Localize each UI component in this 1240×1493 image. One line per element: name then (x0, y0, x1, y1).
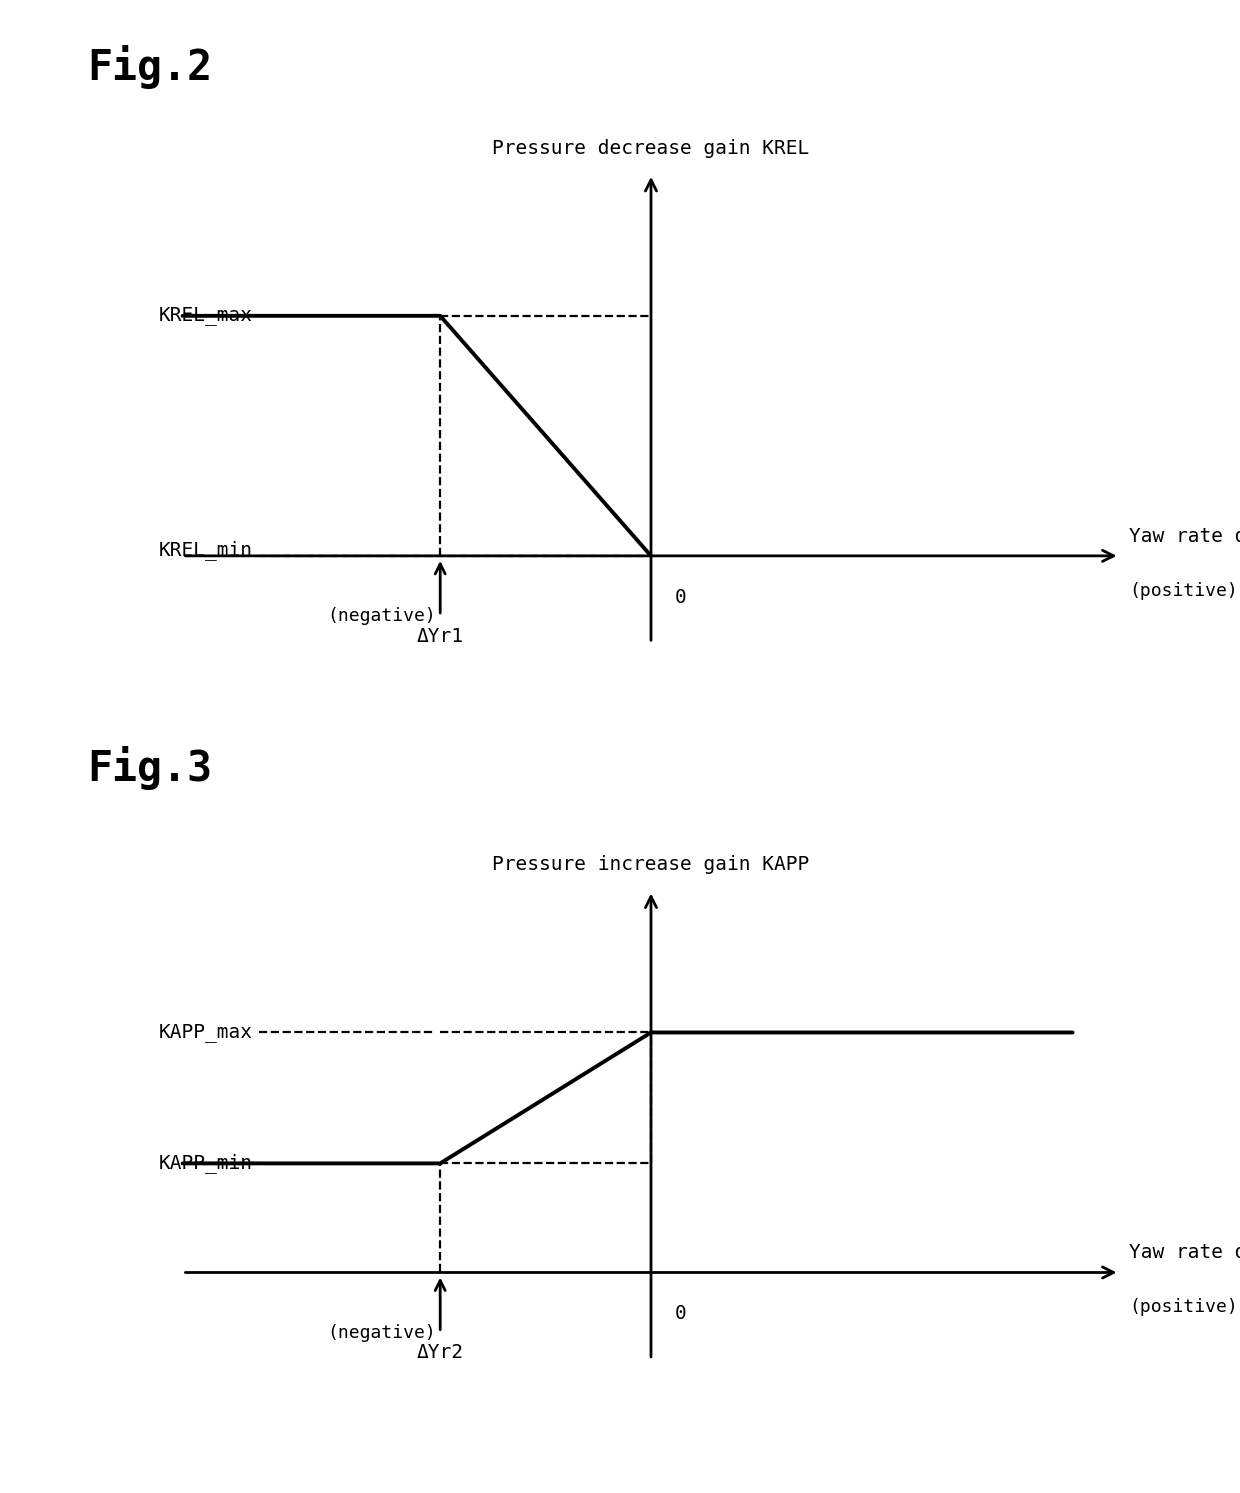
Text: Pressure increase gain KAPP: Pressure increase gain KAPP (492, 855, 810, 875)
Text: Yaw rate deviation ΔYr: Yaw rate deviation ΔYr (1128, 527, 1240, 546)
Text: 0: 0 (675, 588, 686, 606)
Text: Yaw rate deviation ΔYr: Yaw rate deviation ΔYr (1128, 1244, 1240, 1263)
Text: KREL_max: KREL_max (159, 306, 253, 325)
Text: ΔYr2: ΔYr2 (417, 1344, 464, 1363)
Text: Fig.2: Fig.2 (87, 45, 212, 88)
Text: (negative): (negative) (327, 1323, 436, 1342)
Text: (positive): (positive) (1128, 582, 1238, 600)
Text: (positive): (positive) (1128, 1299, 1238, 1317)
Text: KAPP_max: KAPP_max (159, 1023, 253, 1042)
Text: Pressure decrease gain KREL: Pressure decrease gain KREL (492, 139, 810, 158)
Text: 0: 0 (675, 1305, 686, 1323)
Text: KAPP_min: KAPP_min (159, 1154, 253, 1173)
Text: Fig.3: Fig.3 (87, 746, 212, 790)
Text: KREL_min: KREL_min (159, 540, 253, 560)
Text: (negative): (negative) (327, 606, 436, 626)
Text: ΔYr1: ΔYr1 (417, 627, 464, 646)
